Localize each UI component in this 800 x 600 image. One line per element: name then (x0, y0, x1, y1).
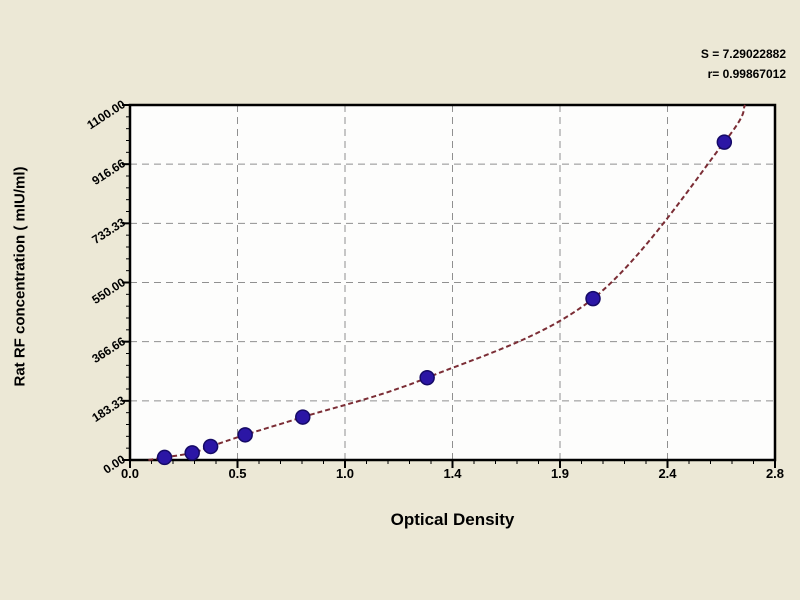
x-tick-label: 1.4 (443, 466, 462, 481)
x-tick-label: 1.9 (550, 466, 570, 481)
fit-annotation: S = 7.29022882 r= 0.99867012 (701, 44, 786, 84)
data-point-marker (585, 290, 601, 307)
x-tick-label: 0.5 (228, 466, 247, 481)
data-point-marker (156, 449, 173, 466)
y-axis-title: Rat RF concentration ( mIU/ml) (11, 166, 29, 387)
x-tick-label: 1.0 (335, 466, 355, 481)
data-point-marker (184, 445, 200, 461)
data-point-marker (237, 427, 253, 443)
x-tick-label: 2.4 (658, 466, 677, 481)
data-point-marker (419, 369, 435, 386)
data-point-marker (202, 438, 219, 455)
plot-frame (128, 103, 777, 462)
fit-standard-error-value: S = 7.29022882 (700, 47, 786, 61)
plot-area (130, 105, 775, 460)
x-tick-label: 2.8 (765, 466, 785, 481)
data-point-marker (716, 134, 733, 150)
data-point-marker (295, 409, 311, 425)
x-axis-title: Optical Density (390, 510, 515, 529)
x-tick-label: 0.0 (120, 466, 140, 481)
fit-correlation-value: r= 0.99867012 (707, 67, 786, 81)
